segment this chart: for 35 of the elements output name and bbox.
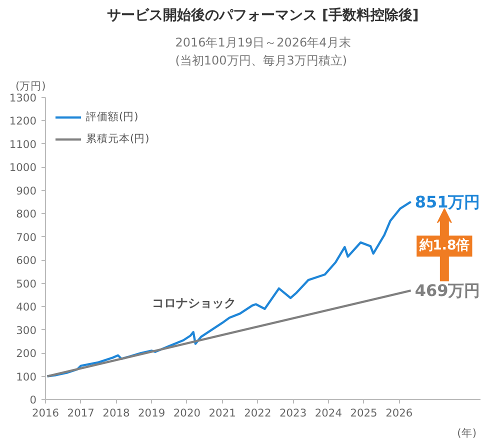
x-tick-label: 2025 [350,406,378,420]
annotation: コロナショック [152,296,236,310]
y-tick-label: 600 [16,254,37,268]
x-tick-label: 2019 [138,406,166,420]
y-tick-label: 400 [16,300,37,314]
data-label: 851万円 [414,192,480,212]
y-axis-title: (万円) [16,80,46,92]
y-tick-label: 1000 [9,161,37,174]
x-tick-label: 2016 [32,406,60,420]
y-tick-label: 1300 [9,92,37,104]
x-tick-label: 2021 [208,406,236,420]
y-tick-label: 1200 [9,114,37,128]
y-tick-label: 900 [16,184,37,198]
legend-label: 累積元本(円) [86,132,150,146]
y-tick-label: 0 [30,394,37,406]
y-tick-label: 700 [16,230,37,244]
x-tick-label: 2017 [67,406,94,420]
x-axis-title: (年) [457,426,477,440]
chart-title: サービス開始後のパフォーマンス [手数料控除後] [107,6,419,24]
x-tick-label: 2024 [314,406,342,420]
data-label: 469万円 [414,281,480,300]
annotation: 約1.8倍 [418,238,470,254]
legend-label: 評価額(円) [86,110,138,124]
x-tick-label: 2023 [280,406,307,420]
x-tick-label: 2026 [386,406,413,420]
x-tick-label: 2018 [102,406,130,420]
x-tick-label: 2020 [173,406,201,420]
x-tick-label: 2022 [244,406,272,420]
y-tick-label: 100 [16,370,37,384]
y-tick-label: 1100 [9,138,37,151]
y-tick-label: 200 [16,347,37,360]
chart-subtitle: 2016年1月19日～2026年4月末 (当初100万円、毎月3万円積立) [175,35,351,68]
y-tick-label: 800 [16,208,37,221]
y-tick-label: 300 [16,324,37,337]
y-tick-label: 500 [16,277,37,290]
